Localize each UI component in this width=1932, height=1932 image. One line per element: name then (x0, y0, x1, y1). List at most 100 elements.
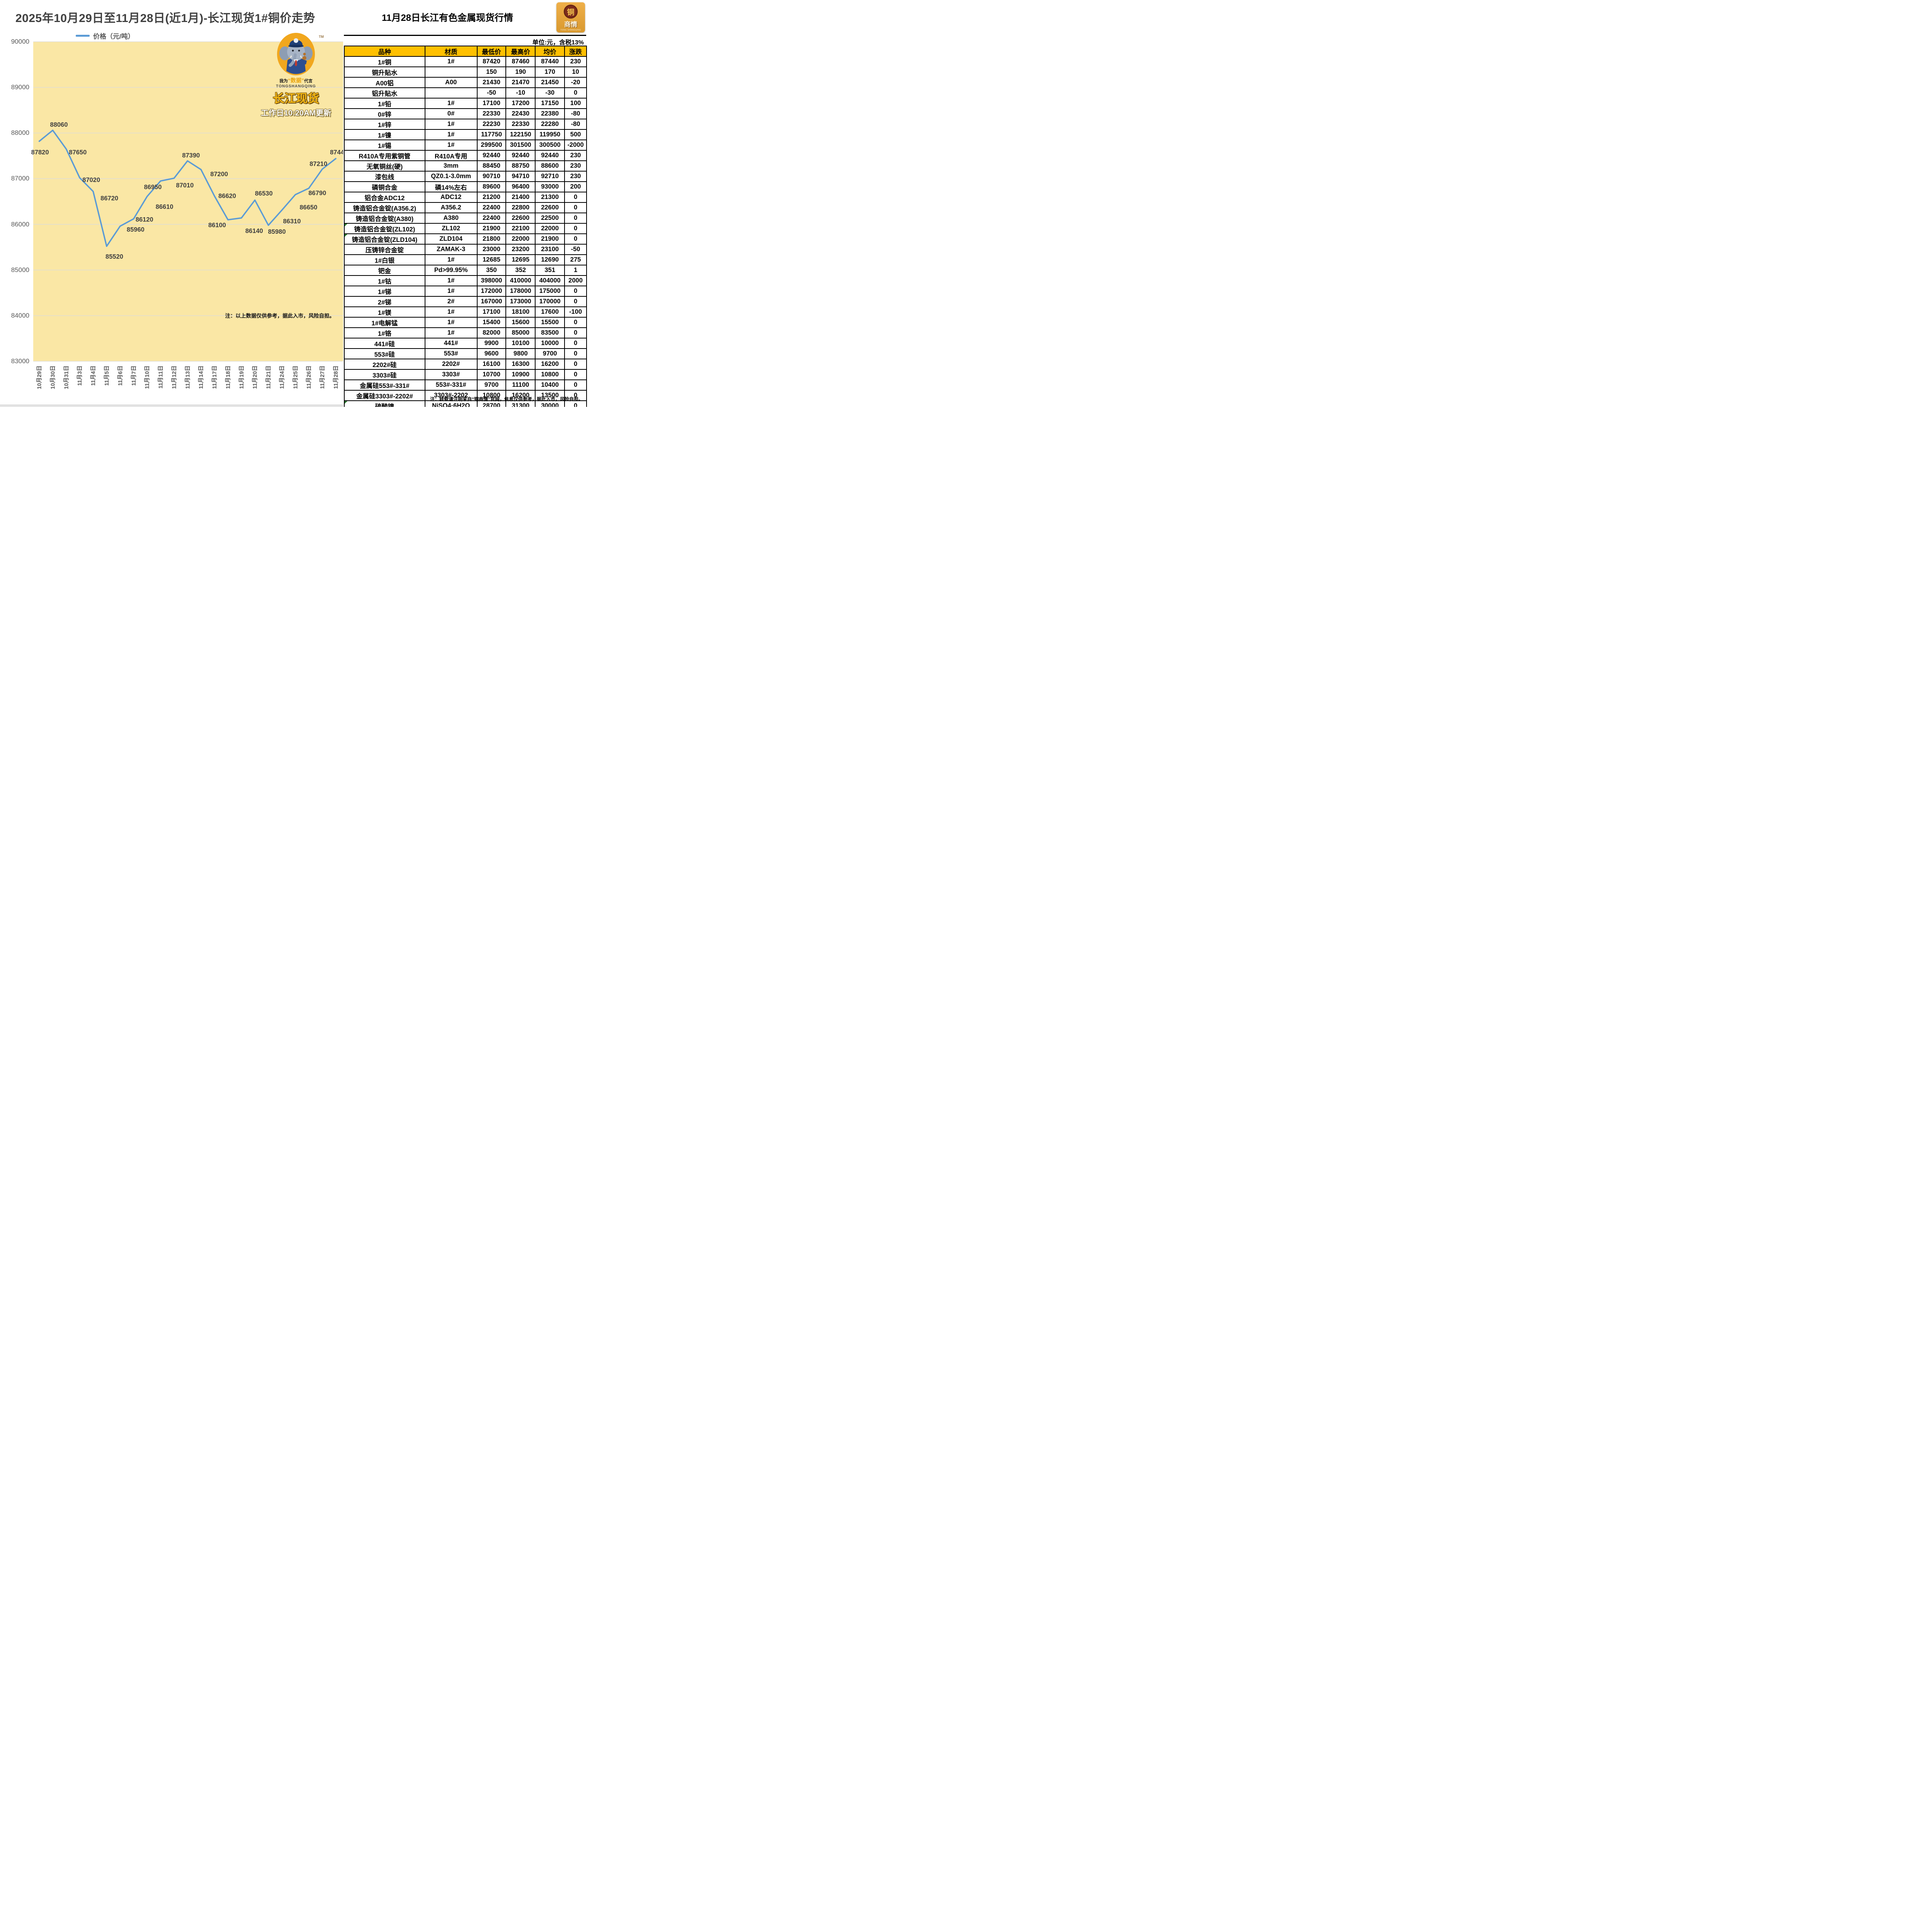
price-cell: 0 (564, 317, 587, 328)
price-cell: 0 (564, 359, 587, 370)
price-cell: 93000 (535, 181, 565, 192)
price-cell: 88600 (535, 160, 565, 172)
price-cell: 22380 (535, 108, 565, 119)
price-cell: 119950 (535, 129, 565, 140)
price-cell: 87440 (535, 56, 565, 67)
material-cell: 3303# (424, 369, 478, 380)
logo-word: 商情 (564, 21, 577, 28)
table-row: 硫酸镍 NiSO4·6H2O 28700 31300 30000 0 (344, 400, 587, 407)
data-point-label: 86310 (283, 218, 301, 225)
price-cell: 11100 (505, 379, 536, 391)
price-cell: 21450 (535, 77, 565, 88)
table-row: 553#硅 553# 9600 9800 9700 0 (344, 348, 587, 359)
x-tick-label: 11月11日 (158, 366, 164, 389)
price-cell: 0 (564, 390, 587, 401)
price-cell: 13500 (535, 390, 565, 401)
scrollbar-strip[interactable] (0, 405, 343, 407)
table-row: 3303#硅 3303# 10700 10900 10800 0 (344, 369, 587, 380)
price-cell: 94710 (505, 171, 536, 182)
price-cell: 0 (564, 400, 587, 407)
price-cell: 17600 (535, 306, 565, 318)
table-row: 铸造铝合金锭(A356.2) A356.2 22400 22800 22600 0 (344, 202, 587, 213)
price-cell: 23200 (505, 244, 536, 255)
price-cell: 0 (564, 369, 587, 380)
price-cell: -100 (564, 306, 587, 318)
price-cell: 88450 (476, 160, 507, 172)
price-cell: 178000 (505, 286, 536, 297)
price-cell: 21400 (505, 192, 536, 203)
price-cell: 398000 (476, 275, 507, 286)
table-footnote: 注：转载请注明来自“铜商情”官网，信息仅供参考，据此入市，风险自担。 (430, 396, 583, 402)
data-point-label: 86120 (136, 216, 153, 223)
table-row: 钯金 Pd>99.95% 350 352 351 1 (344, 265, 587, 276)
price-cell: 10800 (535, 369, 565, 380)
price-cell: 0 (564, 379, 587, 391)
product-cell: 553#硅 (344, 348, 425, 359)
price-cell: 300500 (535, 139, 565, 151)
material-cell: 磷14%左右 (424, 181, 478, 192)
x-tick-label: 11月25日 (292, 366, 299, 389)
tongshangqing-logo: 铜 商情 TONG SHANGQING (556, 2, 585, 32)
price-cell: 12695 (505, 254, 536, 265)
material-cell: 1# (424, 317, 478, 328)
price-cell: 15400 (476, 317, 507, 328)
material-cell: 1# (424, 306, 478, 318)
data-point-label: 86620 (218, 192, 236, 199)
data-point-label: 88060 (50, 121, 68, 128)
price-cell: -80 (564, 108, 587, 119)
material-cell: 1# (424, 327, 478, 338)
column-header: 均价 (535, 46, 565, 57)
material-cell: A00 (424, 77, 478, 88)
product-cell: 1#电解锰 (344, 317, 425, 328)
price-cell: -80 (564, 119, 587, 130)
brand-name-cn: 长江现货 (273, 92, 319, 105)
price-cell: 172000 (476, 286, 507, 297)
price-cell: 0 (564, 192, 587, 203)
price-cell: 0 (564, 327, 587, 338)
price-cell: 10100 (505, 338, 536, 349)
product-cell: 1#锌 (344, 119, 425, 130)
price-cell: 16200 (505, 390, 536, 401)
price-cell: 9600 (476, 348, 507, 359)
x-tick-label: 11月13日 (184, 366, 191, 389)
price-cell: 16100 (476, 359, 507, 370)
x-tick-label: 11月17日 (211, 366, 218, 389)
price-cell: 10400 (535, 379, 565, 391)
table-row: 金属硅553#-331# 553#-331# 9700 11100 10400 0 (344, 379, 587, 391)
material-cell: 441# (424, 338, 478, 349)
product-cell: R410A专用紫铜管 (344, 150, 425, 161)
price-cell: 10900 (505, 369, 536, 380)
product-cell: 1#铜 (344, 56, 425, 67)
price-cell: 17100 (476, 98, 507, 109)
product-cell: 金属硅553#-331# (344, 379, 425, 391)
material-cell: ADC12 (424, 192, 478, 203)
price-cell: 100 (564, 98, 587, 109)
price-cell: 170 (535, 66, 565, 78)
price-cell: 2000 (564, 275, 587, 286)
product-cell: 2202#硅 (344, 359, 425, 370)
price-cell: 96400 (505, 181, 536, 192)
table-row: 1#铜 1# 87420 87460 87440 230 (344, 56, 587, 67)
material-cell: 2202# (424, 359, 478, 370)
price-cell: 22230 (476, 119, 507, 130)
price-cell: 88750 (505, 160, 536, 172)
product-cell: 漆包线 (344, 171, 425, 182)
copper-coin-icon: 铜 (564, 5, 578, 19)
price-cell: 15500 (535, 317, 565, 328)
material-cell: 553# (424, 348, 478, 359)
product-cell: 1#锡 (344, 139, 425, 151)
price-cell: 410000 (505, 275, 536, 286)
price-cell: 12685 (476, 254, 507, 265)
x-tick-label: 11月21日 (265, 366, 272, 389)
price-cell: 0 (564, 202, 587, 213)
price-cell: 0 (564, 338, 587, 349)
material-cell: QZ0.1-3.0mm (424, 171, 478, 182)
price-cell: -30 (535, 87, 565, 99)
table-row: 铜升贴水 150 190 170 10 (344, 66, 587, 78)
legend-label: 价格（元/吨） (93, 33, 134, 40)
product-cell: 1#镁 (344, 306, 425, 318)
x-tick-label: 11月26日 (306, 366, 312, 389)
column-header: 最高价 (505, 46, 536, 57)
price-cell: 87460 (505, 56, 536, 67)
price-cell: -20 (564, 77, 587, 88)
